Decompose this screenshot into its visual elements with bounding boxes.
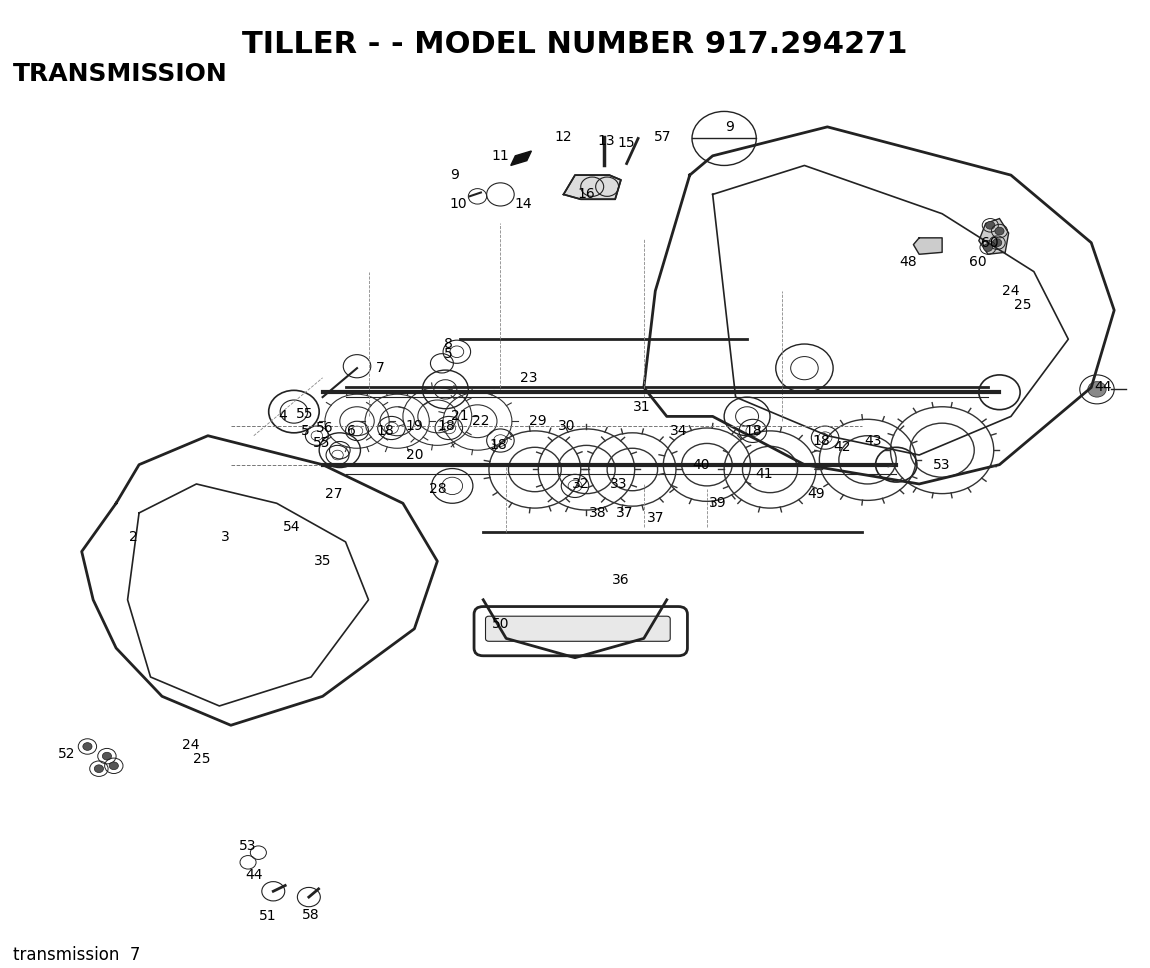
Text: 40: 40 xyxy=(692,458,710,471)
Text: TRANSMISSION: TRANSMISSION xyxy=(13,62,228,86)
Text: 56: 56 xyxy=(316,421,333,435)
Circle shape xyxy=(109,762,118,770)
Text: 8: 8 xyxy=(444,337,453,351)
Polygon shape xyxy=(564,175,621,199)
Text: 5: 5 xyxy=(444,347,453,361)
Text: 54: 54 xyxy=(283,521,300,534)
Text: 37: 37 xyxy=(615,506,634,520)
Text: 18: 18 xyxy=(744,424,761,438)
Text: 18: 18 xyxy=(377,424,394,438)
Text: 38: 38 xyxy=(589,506,607,520)
Text: 20: 20 xyxy=(406,448,423,462)
Text: 6: 6 xyxy=(347,424,355,438)
Circle shape xyxy=(102,752,112,760)
Text: 12: 12 xyxy=(554,130,573,143)
Text: 43: 43 xyxy=(865,434,882,447)
Text: 53: 53 xyxy=(239,839,256,853)
Text: TILLER - - MODEL NUMBER 917.294271: TILLER - - MODEL NUMBER 917.294271 xyxy=(243,30,907,59)
Polygon shape xyxy=(913,238,942,255)
Text: 39: 39 xyxy=(708,497,726,510)
Text: 53: 53 xyxy=(934,458,951,471)
Text: 37: 37 xyxy=(646,511,664,525)
Text: 24: 24 xyxy=(1002,284,1020,298)
Text: 32: 32 xyxy=(572,477,590,491)
Text: 44: 44 xyxy=(245,868,262,882)
Text: 55: 55 xyxy=(313,437,330,450)
Text: 44: 44 xyxy=(1094,380,1111,394)
Text: 57: 57 xyxy=(653,130,670,143)
Text: 41: 41 xyxy=(756,468,773,481)
Text: 27: 27 xyxy=(325,487,343,500)
Circle shape xyxy=(992,239,1002,247)
Text: 51: 51 xyxy=(259,909,276,923)
Text: 35: 35 xyxy=(314,555,331,568)
Text: 9: 9 xyxy=(726,120,735,134)
Text: 34: 34 xyxy=(669,424,687,438)
Text: 25: 25 xyxy=(1013,298,1032,313)
Text: 29: 29 xyxy=(529,414,547,428)
Text: 3: 3 xyxy=(221,530,230,544)
Text: 9: 9 xyxy=(450,168,459,182)
Text: 11: 11 xyxy=(491,149,509,163)
Circle shape xyxy=(94,765,103,772)
Text: 15: 15 xyxy=(618,136,636,150)
Text: 42: 42 xyxy=(834,440,851,454)
Text: 33: 33 xyxy=(610,477,628,491)
Text: 2: 2 xyxy=(129,530,138,544)
Text: 24: 24 xyxy=(182,738,199,751)
Text: 7: 7 xyxy=(376,361,384,376)
Text: 50: 50 xyxy=(492,617,509,631)
Text: 58: 58 xyxy=(302,908,320,923)
Circle shape xyxy=(1088,381,1106,397)
Text: 10: 10 xyxy=(450,197,467,211)
Text: 16: 16 xyxy=(577,188,596,201)
Text: 25: 25 xyxy=(193,752,210,766)
Text: 55: 55 xyxy=(296,408,313,421)
Text: 18: 18 xyxy=(813,434,830,447)
Circle shape xyxy=(995,227,1004,235)
Text: 18: 18 xyxy=(438,419,455,433)
Text: 19: 19 xyxy=(406,419,423,433)
Text: 22: 22 xyxy=(473,414,490,428)
Text: 49: 49 xyxy=(807,487,825,500)
Text: 18: 18 xyxy=(489,439,507,452)
Text: 28: 28 xyxy=(429,482,446,496)
Text: 52: 52 xyxy=(58,747,76,761)
Text: 14: 14 xyxy=(514,197,532,211)
Text: 48: 48 xyxy=(899,255,917,269)
Text: 23: 23 xyxy=(520,371,538,385)
Polygon shape xyxy=(979,219,1009,255)
Text: 21: 21 xyxy=(452,409,469,423)
Text: 60: 60 xyxy=(981,235,999,250)
Text: 30: 30 xyxy=(558,419,576,433)
Polygon shape xyxy=(511,151,531,166)
Text: 5: 5 xyxy=(301,424,309,438)
Text: transmission  7: transmission 7 xyxy=(13,946,140,964)
Circle shape xyxy=(986,222,995,229)
Text: 4: 4 xyxy=(278,409,286,423)
FancyBboxPatch shape xyxy=(485,617,670,641)
Text: 60: 60 xyxy=(968,255,987,269)
Circle shape xyxy=(83,742,92,750)
Circle shape xyxy=(983,244,992,252)
Text: 31: 31 xyxy=(632,400,651,413)
Text: 36: 36 xyxy=(612,573,630,588)
Text: 13: 13 xyxy=(597,135,615,148)
